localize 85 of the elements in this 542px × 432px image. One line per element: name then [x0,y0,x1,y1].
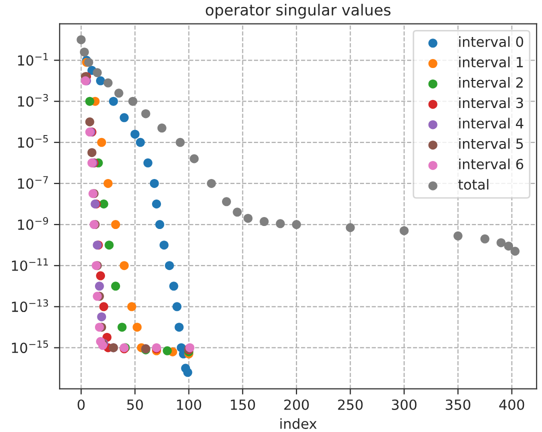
point [96,76,106,86]
point [160,240,169,250]
x-tick-label: 0 [78,399,85,410]
legend-label: interval 5 [459,138,523,149]
point [104,178,113,188]
point [85,117,94,126]
point [94,282,104,291]
point [143,158,152,168]
point [99,302,108,312]
point [206,178,216,188]
point [276,219,285,228]
point [260,217,269,226]
point [136,138,145,147]
point [104,78,113,88]
y-tick-label: 10$^{−15}$ [12,340,48,354]
y-tick-label: 10$^{−5}$ [18,135,48,148]
point [130,130,140,139]
point [111,282,120,291]
point [104,240,114,250]
point [504,242,514,251]
point [244,214,253,223]
point [164,261,174,270]
point [222,197,232,206]
point [162,346,172,356]
point [496,238,506,248]
x-tick-label: 350 [446,399,470,410]
point [92,68,102,78]
point [169,282,178,291]
legend-label: interval 4 [459,118,524,129]
point [400,226,409,236]
point [132,322,142,332]
point [99,200,108,209]
chart-title: operator singular values [206,4,390,19]
point [96,271,106,280]
x-axis-title: index [280,418,317,429]
point [120,261,129,270]
point [480,234,490,244]
point [232,208,242,217]
legend-label: interval 1 [459,56,523,68]
point [114,88,124,98]
x-tick-label: 200 [284,399,309,410]
y-tick-label: 10$^{−13}$ [12,299,48,312]
point [97,312,106,322]
point [108,96,118,106]
point [80,48,89,57]
x-tick-label: 100 [177,399,202,410]
point [118,322,127,332]
y-tick-label: 10$^{−7}$ [18,176,48,189]
point [76,35,86,44]
x-tick-label: 150 [230,399,255,410]
y-tick-label: 10$^{−9}$ [18,217,48,230]
y-tick-label: 10$^{−3}$ [18,94,48,107]
x-tick-label: 400 [499,399,524,410]
x-tick-label: 250 [338,399,363,410]
point [87,148,96,158]
legend-label: interval 6 [459,158,524,170]
point [346,223,355,232]
x-tick-label: 50 [127,399,143,410]
point [510,246,520,256]
point [150,178,159,188]
point [172,302,182,312]
point [176,138,185,147]
legend-label: total [458,178,488,190]
point [120,113,129,122]
point [141,109,150,118]
point [190,154,199,164]
point [157,124,166,133]
point [97,138,106,147]
y-tick-label: 10$^{−11}$ [12,258,48,271]
point [174,322,184,332]
point [292,220,301,230]
point [152,200,162,209]
x-tick-label: 300 [392,399,416,410]
point [111,220,120,230]
point [128,96,138,106]
point [94,322,104,332]
y-tick-label: 10$^{−1}$ [18,53,48,66]
point [85,96,94,106]
point [127,302,136,312]
legend-label: interval 0 [459,36,524,48]
legend-label: interval 2 [459,77,523,88]
point [183,368,192,377]
point [453,231,462,240]
legend-label: interval 3 [459,97,523,108]
point [155,220,164,230]
